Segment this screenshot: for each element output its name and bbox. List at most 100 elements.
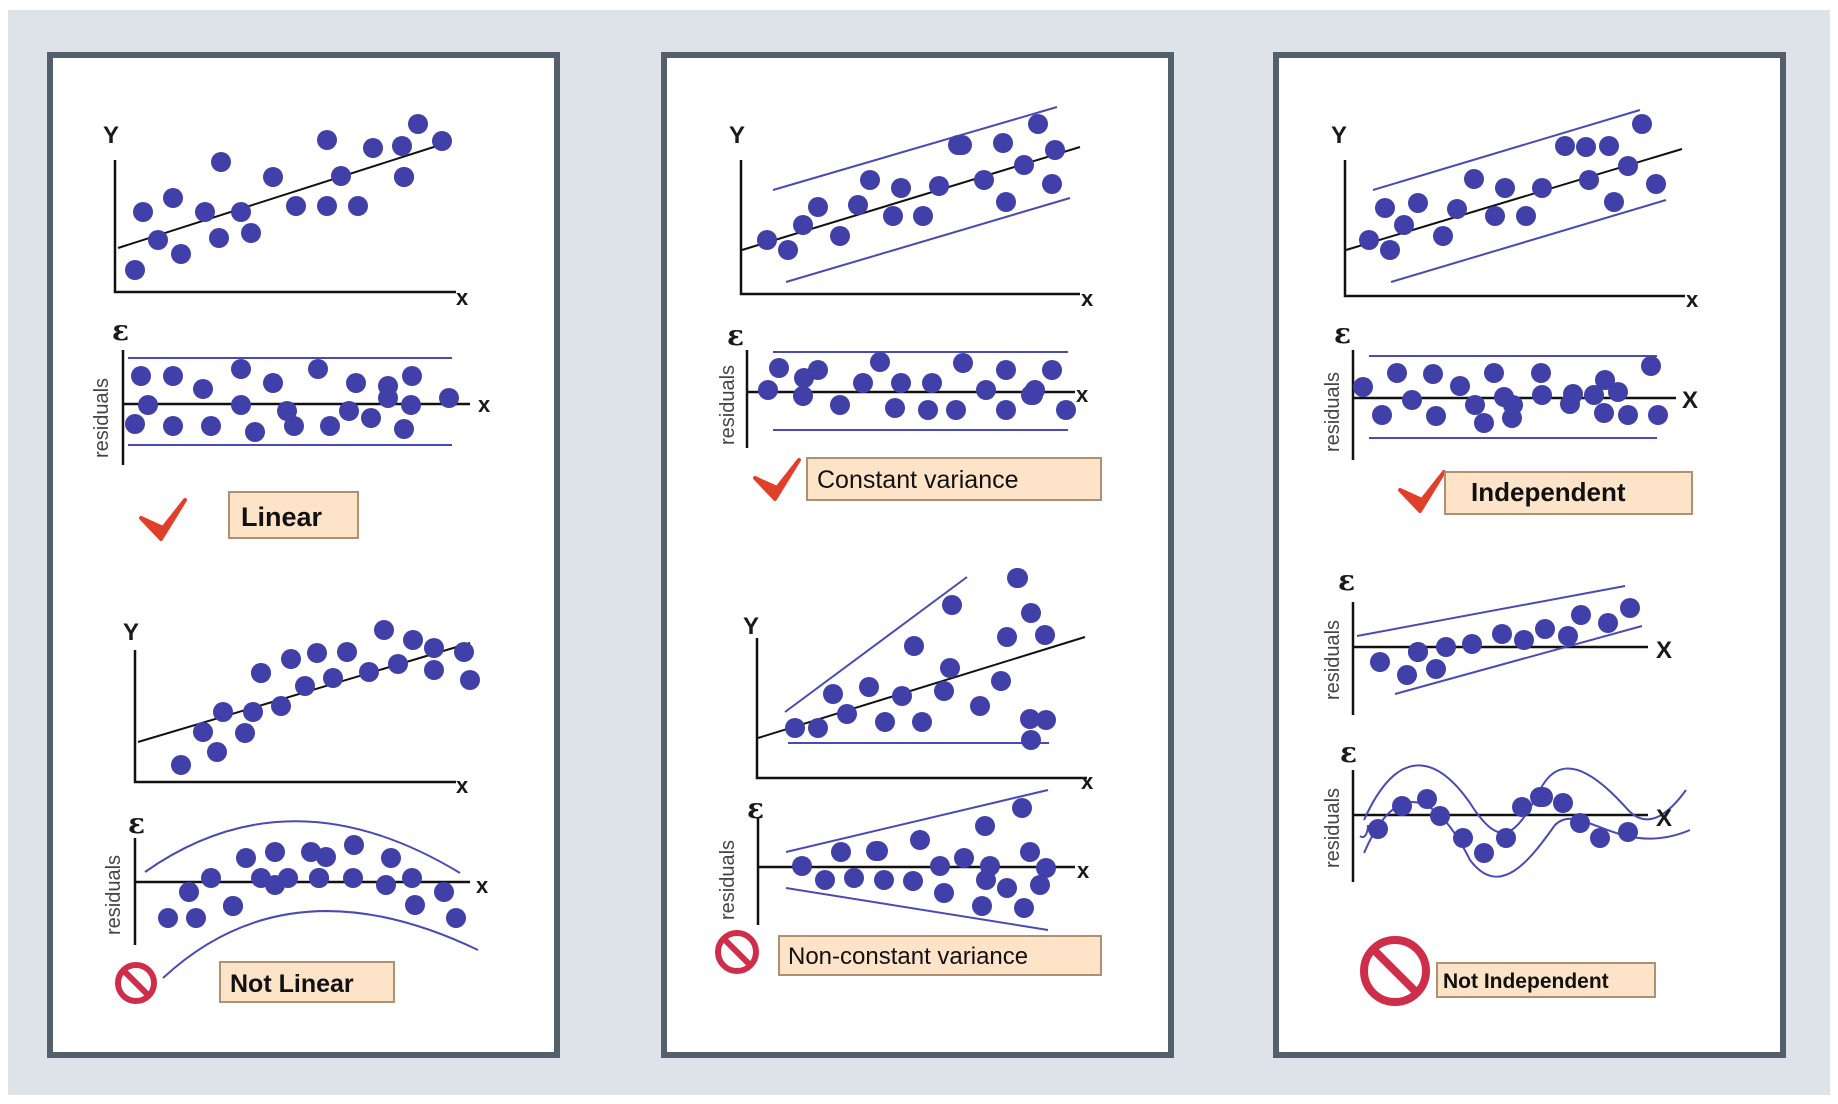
data-point (1436, 637, 1456, 657)
constant-variance-label-group: Constant variance (753, 457, 1102, 501)
data-point (331, 166, 351, 186)
data-point (231, 202, 251, 222)
data-point (424, 660, 444, 680)
data-point (1021, 603, 1041, 623)
data-point (348, 196, 368, 216)
data-point (953, 353, 973, 373)
residual-x-label: x (478, 392, 491, 417)
data-point (1530, 787, 1550, 807)
data-point (794, 368, 814, 388)
data-point (904, 636, 924, 656)
data-point (996, 360, 1016, 380)
data-point (1492, 624, 1512, 644)
data-point (970, 696, 990, 716)
label-not-independent: Not Independent (1443, 970, 1609, 993)
residual-x-label: X (1656, 805, 1672, 832)
data-point (231, 359, 251, 379)
residual-x-label: X (1656, 637, 1672, 664)
residuals-label: residuals (1322, 372, 1344, 452)
data-point (778, 240, 798, 260)
data-point (1028, 114, 1048, 134)
x-axis-label: x (1686, 287, 1699, 312)
data-point (231, 395, 251, 415)
data-point (1453, 828, 1473, 848)
data-point (922, 373, 942, 393)
data-point (1555, 136, 1575, 156)
data-point (1387, 363, 1407, 383)
data-point (381, 848, 401, 868)
data-point (769, 358, 789, 378)
data-point (1599, 136, 1619, 156)
residual-x-label: x (476, 873, 489, 898)
data-point (320, 416, 340, 436)
data-point (1397, 665, 1417, 685)
data-point (1531, 363, 1551, 383)
data-point (1462, 634, 1482, 654)
data-point (1558, 626, 1578, 646)
data-point (308, 359, 328, 379)
x-axis-label: x (456, 773, 469, 798)
data-point (837, 704, 857, 724)
data-point (929, 176, 949, 196)
data-point (378, 388, 398, 408)
data-point (808, 718, 828, 738)
data-point (1447, 199, 1467, 219)
data-point (1502, 408, 1522, 428)
data-point (1012, 798, 1032, 818)
constant-variance-residual-plot: ε residuals x (717, 319, 1089, 448)
data-point (975, 816, 995, 836)
data-point (997, 627, 1017, 647)
data-point (213, 702, 233, 722)
data-point (830, 226, 850, 246)
data-point (976, 870, 996, 890)
data-point (374, 620, 394, 640)
data-point (1430, 806, 1450, 826)
data-point (1571, 605, 1591, 625)
data-point (1036, 710, 1056, 730)
data-point (211, 152, 231, 172)
data-point (1512, 797, 1532, 817)
data-point (125, 260, 145, 280)
data-point (758, 380, 778, 400)
x-axis-label: x (456, 285, 469, 310)
data-point (346, 373, 366, 393)
data-point (1023, 385, 1043, 405)
data-point (940, 658, 960, 678)
data-point (1465, 395, 1485, 415)
data-point (1020, 842, 1040, 862)
linear-residual-plot: ε residuals x (91, 314, 491, 465)
data-point (193, 379, 213, 399)
data-point (868, 841, 888, 861)
data-point (1433, 226, 1453, 246)
epsilon-label: ε (727, 319, 744, 352)
data-point (1579, 170, 1599, 190)
data-point (1353, 377, 1373, 397)
data-point (125, 414, 145, 434)
data-point (1408, 193, 1428, 213)
data-point (1036, 858, 1056, 878)
data-point (337, 642, 357, 662)
x-axis-label: x (1081, 286, 1094, 311)
data-point (1402, 390, 1422, 410)
data-point (1570, 813, 1590, 833)
data-point (394, 419, 414, 439)
dependent-trend-residual-plot: ε residuals X (1322, 564, 1672, 715)
data-point (361, 408, 381, 428)
data-point (972, 896, 992, 916)
data-point (948, 135, 968, 155)
data-point (885, 398, 905, 418)
data-point (808, 197, 828, 217)
data-point (344, 835, 364, 855)
epsilon-label: ε (112, 314, 129, 347)
data-point (976, 380, 996, 400)
data-point (209, 228, 229, 248)
data-point (388, 654, 408, 674)
x-axis-label: x (1081, 769, 1094, 794)
data-point (343, 868, 363, 888)
data-point (163, 416, 183, 436)
data-point (1035, 625, 1055, 645)
data-point (942, 595, 962, 615)
y-axis-label: Y (1331, 122, 1347, 149)
data-point (1618, 822, 1638, 842)
residuals-label: residuals (91, 378, 113, 458)
